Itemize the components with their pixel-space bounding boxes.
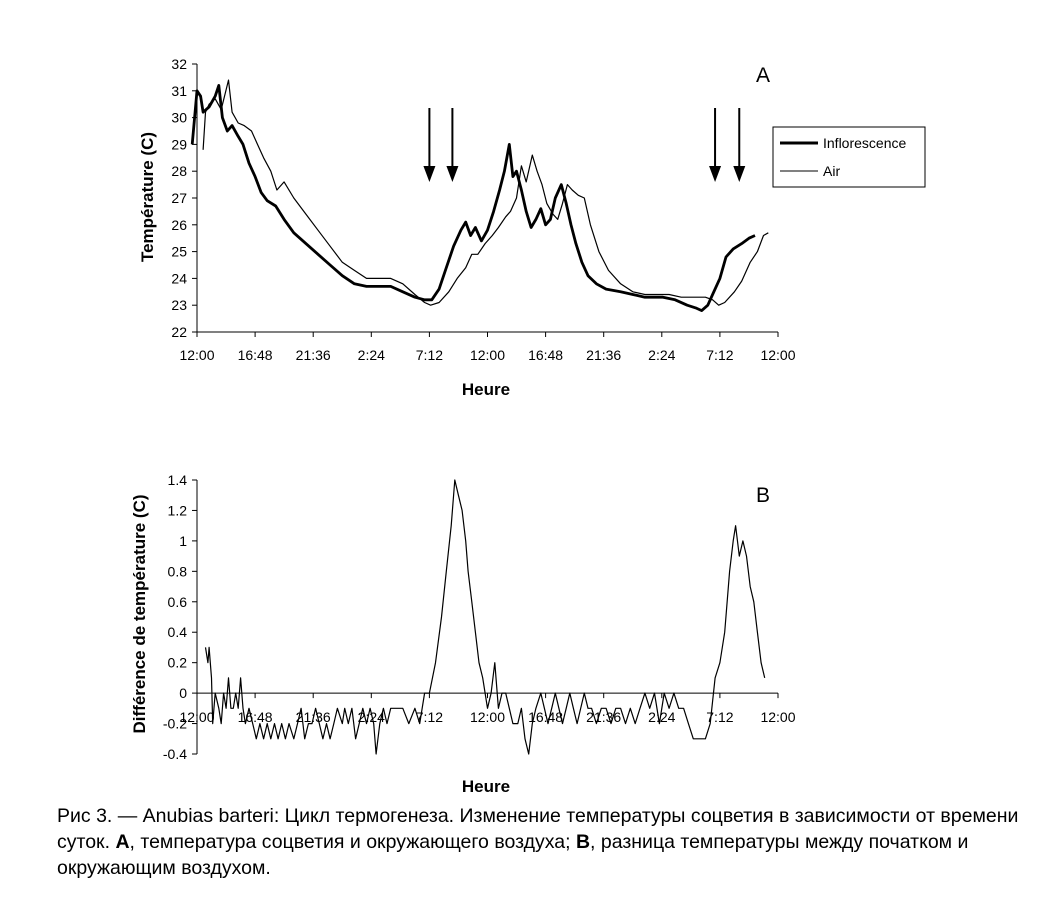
down-arrow-icon xyxy=(423,108,436,182)
series-line-air xyxy=(202,79,769,306)
y-tick-label: 25 xyxy=(171,244,187,260)
panel-b-series xyxy=(204,479,766,755)
caption-label-a: A xyxy=(115,831,130,853)
x-tick-label: 16:48 xyxy=(528,709,563,725)
caption-text-2: , температура соцветия и окружающего воз… xyxy=(129,831,576,853)
series-line-inflorescence xyxy=(190,84,756,312)
y-tick-label: 27 xyxy=(171,190,187,206)
y-tick-label: 26 xyxy=(171,217,187,233)
x-tick-label: 12:00 xyxy=(470,347,505,363)
x-tick-label: 2:24 xyxy=(648,347,675,363)
panel-a-series xyxy=(190,79,769,312)
panel-b-chart: B Différence de température (C) Heure -0… xyxy=(130,472,796,796)
x-tick-label: 12:00 xyxy=(760,709,795,725)
x-tick-label: 21:36 xyxy=(586,347,621,363)
panel-a-x-axis-title: Heure xyxy=(462,380,510,399)
x-tick-label: 7:12 xyxy=(416,347,443,363)
y-tick-label: 31 xyxy=(171,83,187,99)
down-arrow-icon xyxy=(446,108,459,182)
x-tick-label: 2:24 xyxy=(358,347,385,363)
x-tick-label: 16:48 xyxy=(238,709,273,725)
down-arrow-icon xyxy=(709,108,722,182)
panel-b-y-axis-title: Différence de température (C) xyxy=(130,494,149,733)
legend-label-inflorescence: Inflorescence xyxy=(823,135,906,151)
y-tick-label: 32 xyxy=(171,56,187,72)
figure: A Température (C) Heure 22 23 24 25 26 27 28 29… xyxy=(130,56,926,796)
panel-b-axes: -0.4 -0.2 0 0.2 0.4 0.6 0.8 1 1.2 1.4 12:00 16:48 21… xyxy=(163,472,796,762)
y-tick-label: 28 xyxy=(171,163,187,179)
x-tick-label: 12:00 xyxy=(760,347,795,363)
panel-a-arrows xyxy=(423,108,746,182)
y-tick-label: 0.2 xyxy=(168,655,188,671)
caption-text-1: Рис 3. — Anubias barteri: Цикл термогене… xyxy=(57,805,1019,853)
x-tick-label: 21:36 xyxy=(296,347,331,363)
y-tick-label: 0.6 xyxy=(168,594,188,610)
y-tick-label: -0.4 xyxy=(163,746,187,762)
difference-series-line xyxy=(204,479,766,755)
x-tick-label: 2:24 xyxy=(648,709,675,725)
panel-b-letter: B xyxy=(756,484,770,507)
y-tick-label: 24 xyxy=(171,270,187,286)
panel-a-legend: Inflorescence Air xyxy=(772,126,926,188)
x-tick-label: 7:12 xyxy=(706,709,733,725)
down-arrow-icon xyxy=(733,108,746,182)
x-tick-label: 12:00 xyxy=(179,709,214,725)
y-tick-label: 1 xyxy=(179,533,187,549)
legend-label-air: Air xyxy=(823,163,840,179)
y-tick-label: 0 xyxy=(179,685,187,701)
panel-b-x-axis-title: Heure xyxy=(462,777,510,796)
y-tick-label: -0.2 xyxy=(163,716,187,732)
y-tick-label: 1.2 xyxy=(168,502,188,518)
panel-a-chart: A Température (C) Heure 22 23 24 25 26 27 28 29… xyxy=(138,56,926,399)
x-tick-label: 21:36 xyxy=(586,709,621,725)
caption-text-3: , разница температуры между початком и о… xyxy=(57,831,969,879)
y-tick-label: 22 xyxy=(171,324,187,340)
y-tick-label: 30 xyxy=(171,110,187,126)
y-tick-label: 1.4 xyxy=(168,472,188,488)
x-tick-label: 16:48 xyxy=(528,347,563,363)
legend-box xyxy=(772,126,926,188)
x-tick-label: 12:00 xyxy=(179,347,214,363)
y-tick-label: 0.8 xyxy=(168,563,188,579)
figure-caption: Рис 3. — Anubias barteri: Цикл термогене… xyxy=(57,803,1032,881)
x-tick-label: 7:12 xyxy=(416,709,443,725)
x-tick-label: 7:12 xyxy=(706,347,733,363)
y-tick-label: 0.4 xyxy=(168,624,188,640)
x-tick-label: 16:48 xyxy=(238,347,273,363)
panel-a-axes: 22 23 24 25 26 27 28 29 30 31 32 12:00 16:48 21:36 2:2… xyxy=(171,56,795,363)
caption-label-b: B xyxy=(575,831,591,853)
y-tick-label: 29 xyxy=(171,136,187,152)
panel-a-y-axis-title: Température (C) xyxy=(138,132,157,262)
y-tick-label: 23 xyxy=(171,297,187,313)
x-tick-label: 12:00 xyxy=(470,709,505,725)
panel-a-letter: A xyxy=(756,64,770,87)
